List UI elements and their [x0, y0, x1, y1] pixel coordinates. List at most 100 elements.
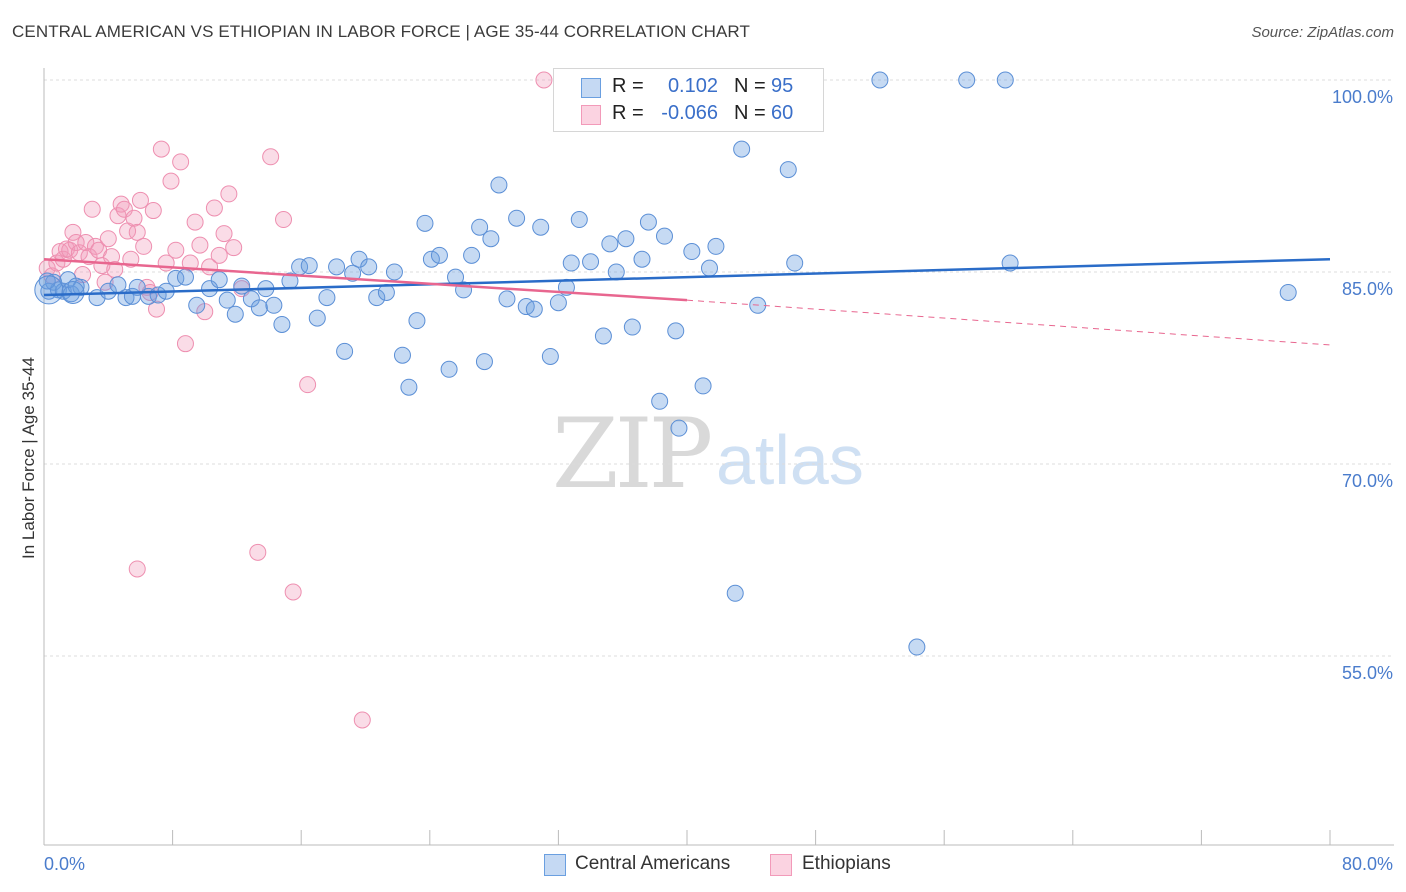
n-value: 60	[771, 102, 794, 124]
central-american-point	[1279, 283, 1297, 301]
central-american-point	[582, 253, 600, 271]
central-american-point	[639, 213, 657, 231]
central-american-point	[726, 584, 744, 602]
ethiopian-point	[215, 225, 233, 243]
central-american-point	[733, 140, 751, 158]
central-american-point	[344, 264, 362, 282]
x-tick-label: 80.0%	[1342, 854, 1393, 874]
n-value: 95	[771, 75, 794, 97]
central-american-point	[308, 309, 326, 327]
ethiopian-point	[125, 209, 143, 227]
r-value: -0.066	[661, 102, 718, 124]
ethiopian-trend-line	[43, 257, 688, 302]
central-american-point	[667, 322, 685, 340]
central-american-trend-line	[43, 257, 1331, 297]
ethiopian-point	[83, 200, 101, 218]
central-american-point	[422, 250, 440, 268]
central-american-point	[34, 275, 64, 305]
central-american-point	[655, 227, 673, 245]
ethiopian-point	[353, 711, 371, 729]
watermark-zip: ZIP	[552, 398, 713, 510]
r-value: 0.102	[667, 75, 718, 97]
stats-legend: R = 0.102 N = 95 R = -0.066 N = 60	[553, 68, 824, 132]
central-american-point	[508, 209, 526, 227]
x-tick-label: 0.0%	[44, 854, 85, 874]
ethiopian-point	[64, 223, 82, 241]
central-american-point	[250, 299, 268, 317]
central-american-point	[617, 230, 635, 248]
blue-swatch-icon	[581, 78, 601, 98]
central-american-point	[471, 218, 489, 236]
central-american-point	[908, 638, 926, 656]
central-american-point	[570, 211, 588, 229]
n-label: N =	[734, 75, 766, 97]
watermark-atlas: atlas	[716, 421, 864, 499]
central-american-point	[368, 289, 386, 307]
ethiopian-point	[275, 211, 293, 229]
y-tick-label: 85.0%	[1342, 279, 1393, 299]
ethiopian-point	[284, 583, 302, 601]
central-american-point	[623, 318, 641, 336]
central-american-point	[408, 312, 426, 330]
stats-legend-row-central-americans: R = 0.102 N = 95	[554, 73, 823, 101]
ethiopian-point	[186, 213, 204, 231]
central-american-point	[176, 268, 194, 286]
ethiopian-trend-line-dashed	[686, 299, 1331, 346]
central-american-point	[786, 254, 804, 272]
central-american-point	[490, 176, 508, 194]
ethiopian-point	[249, 543, 267, 561]
central-american-point	[996, 71, 1014, 89]
y-tick-label: 55.0%	[1342, 663, 1393, 683]
ethiopian-point	[535, 71, 553, 89]
pink-swatch-icon	[581, 105, 601, 125]
ethiopian-point	[99, 230, 117, 248]
central-american-point	[210, 271, 228, 289]
central-american-point	[218, 291, 236, 309]
central-american-point	[607, 263, 625, 281]
central-american-point	[188, 296, 206, 314]
central-american-point	[393, 346, 411, 364]
central-american-point	[318, 289, 336, 307]
ethiopian-point	[162, 172, 180, 190]
legend-label: Ethiopians	[802, 853, 891, 874]
ethiopian-point	[205, 199, 223, 217]
central-american-point	[440, 360, 458, 378]
ethiopian-point	[191, 236, 209, 254]
ethiopian-point	[152, 140, 170, 158]
r-label: R =	[612, 102, 644, 124]
central-american-point	[360, 258, 378, 276]
central-american-point	[430, 246, 448, 264]
central-american-point	[273, 315, 291, 333]
legend-label: Central Americans	[575, 853, 731, 874]
central-american-point	[562, 254, 580, 272]
central-american-point	[549, 294, 567, 312]
central-american-point	[707, 237, 725, 255]
ethiopian-point	[220, 185, 238, 203]
y-tick-label: 70.0%	[1342, 471, 1393, 491]
central-american-point	[532, 218, 550, 236]
pink-swatch-icon	[770, 854, 792, 876]
central-american-point	[416, 214, 434, 232]
ethiopian-point	[77, 234, 95, 252]
central-american-point	[871, 71, 889, 89]
ethiopian-point	[148, 300, 166, 318]
chart-title: CENTRAL AMERICAN VS ETHIOPIAN IN LABOR F…	[12, 22, 750, 41]
central-american-point	[633, 250, 651, 268]
central-american-point	[498, 290, 516, 308]
central-american-point	[328, 258, 346, 276]
ethiopian-point	[176, 335, 194, 353]
central-american-point	[463, 246, 481, 264]
central-american-point	[400, 378, 418, 396]
ethiopian-point	[128, 223, 146, 241]
ethiopian-point	[299, 376, 317, 394]
r-label: R =	[612, 75, 644, 97]
ethiopian-point	[225, 239, 243, 257]
ethiopian-point	[128, 560, 146, 578]
central-american-point	[300, 257, 318, 275]
central-american-point	[482, 230, 500, 248]
central-american-point	[475, 353, 493, 371]
central-american-point	[594, 327, 612, 345]
central-american-point	[958, 71, 976, 89]
ethiopian-point	[172, 153, 190, 171]
central-american-point	[670, 419, 688, 437]
